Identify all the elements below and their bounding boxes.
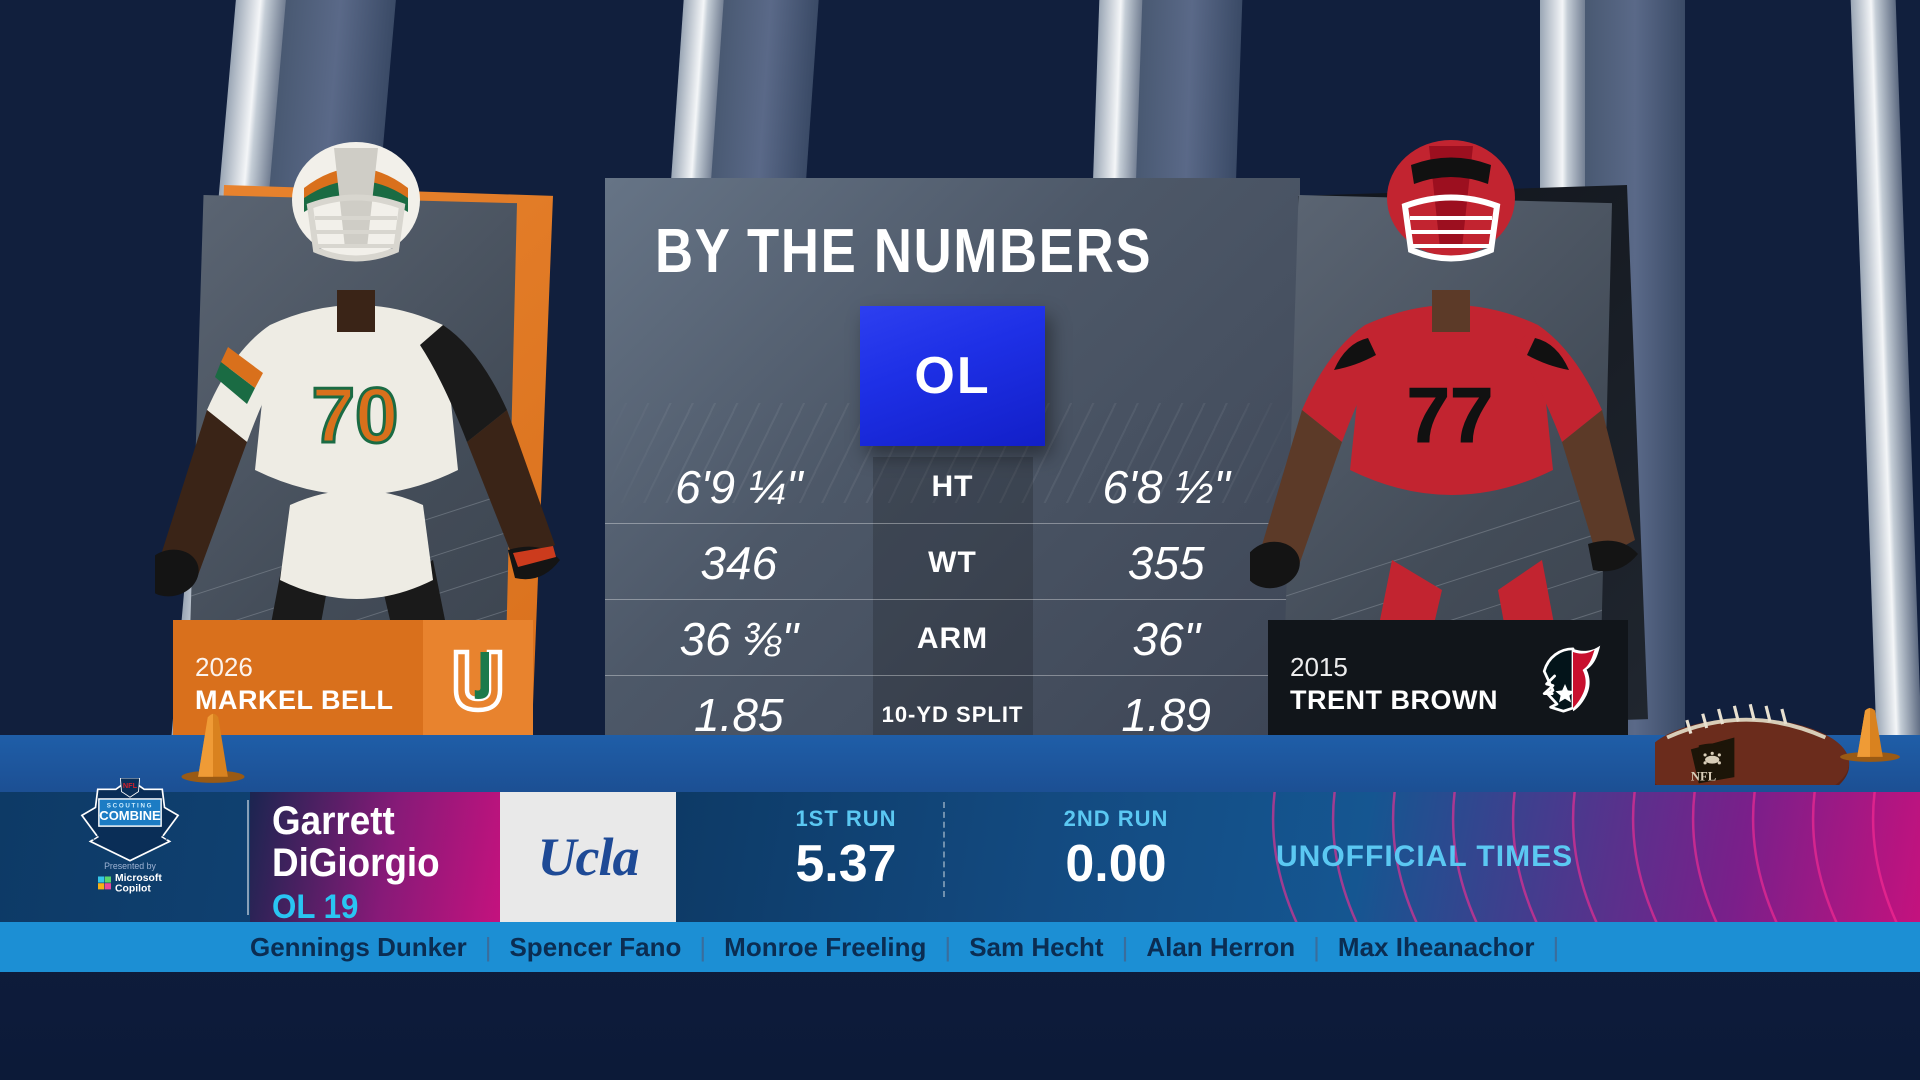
svg-text:NFL: NFL — [123, 781, 138, 790]
svg-text:NFL: NFL — [1691, 769, 1716, 783]
svg-text:Ucla: Ucla — [538, 827, 639, 887]
svg-text:COMBINE: COMBINE — [99, 808, 161, 823]
svg-text:70: 70 — [312, 371, 399, 459]
svg-text:77: 77 — [1407, 371, 1494, 459]
